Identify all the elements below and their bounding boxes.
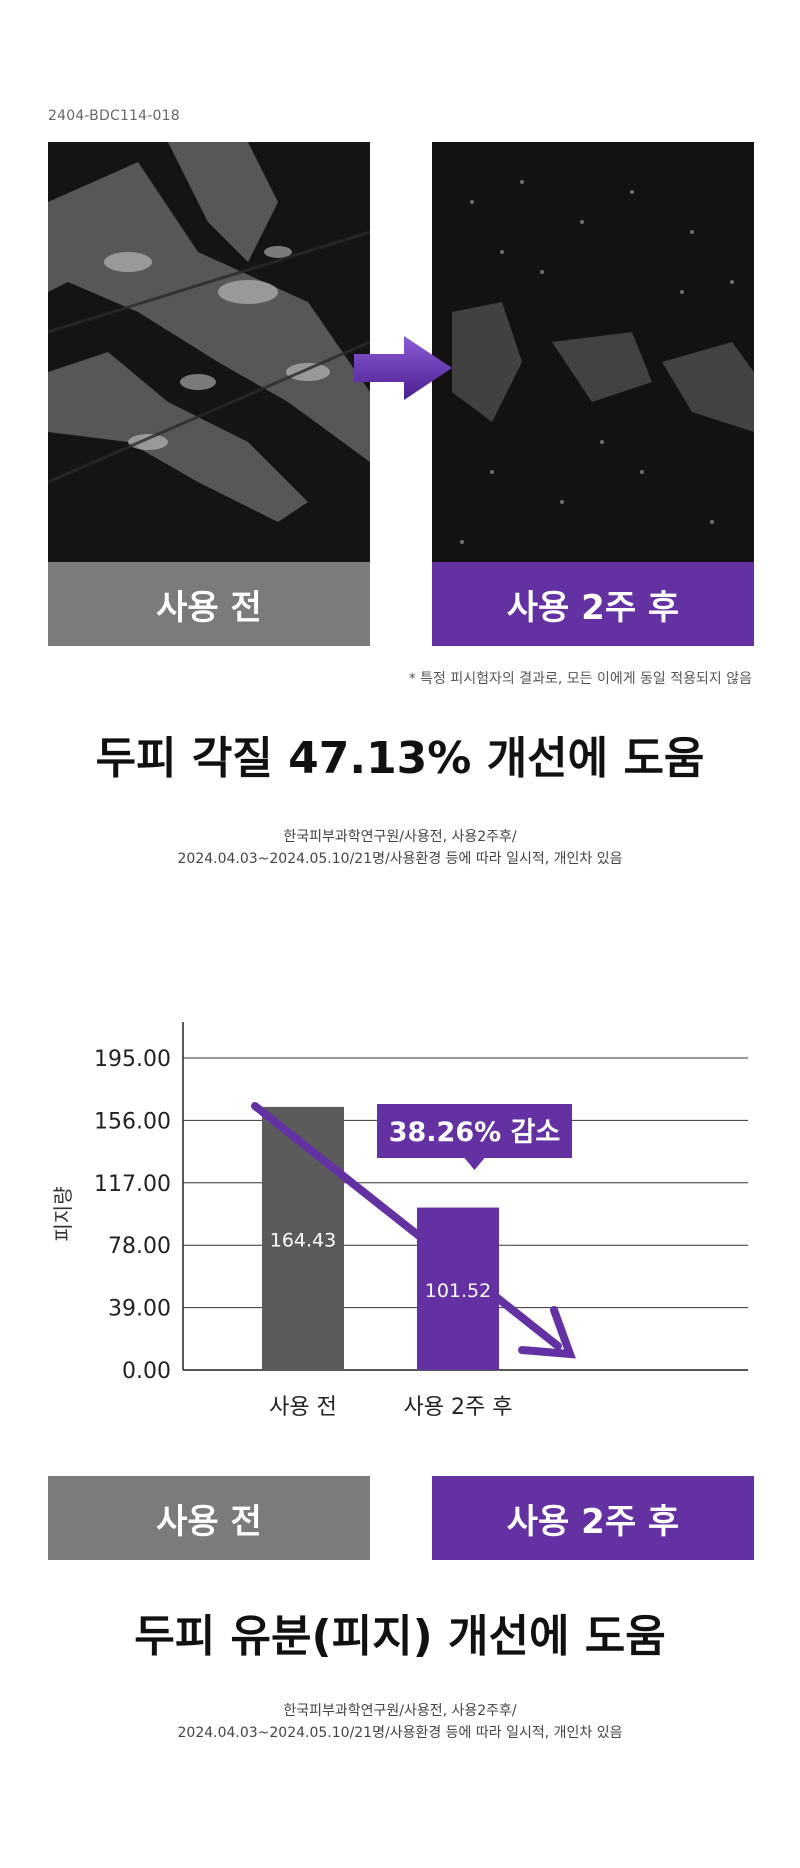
- bar-0: [262, 1106, 344, 1370]
- source-note-1-line2: 2024.04.03~2024.05.10/21명/사용환경 등에 따라 일시적…: [177, 851, 623, 867]
- after-scalp-photo: [432, 142, 754, 562]
- test-code-label: 2404-BDC114-018: [48, 108, 180, 124]
- source-note-2-line2: 2024.04.03~2024.05.10/21명/사용환경 등에 따라 일시적…: [177, 1725, 623, 1741]
- progress-arrow-icon: [348, 330, 464, 410]
- sebum-chart-svg: 0.00 39.00 78.00 117.00 156.00 195.00 피지량 164.4…: [51, 1022, 748, 1420]
- bar-value-label: 101.52: [425, 1280, 491, 1302]
- y-tick-label: 78.00: [108, 1234, 171, 1259]
- trend-arrowhead-icon: [518, 1306, 576, 1359]
- y-tick-label: 195.00: [94, 1047, 171, 1072]
- y-tick-label: 0.00: [122, 1359, 171, 1384]
- x-category-label: 사용 2주 후: [404, 1395, 513, 1420]
- decrease-trend-line: [251, 1102, 562, 1350]
- annotation-callout: [377, 1104, 572, 1170]
- annotation-text: 38.26% 감소: [389, 1117, 561, 1148]
- headline-sebum: 두피 유분(피지) 개선에 도움: [134, 1611, 666, 1662]
- after-caption: 사용 2주 후: [432, 562, 754, 646]
- headline-dandruff: 두피 각질 47.13% 개선에 도움: [95, 733, 705, 784]
- sebum-chart: 0.00 39.00 78.00 117.00 156.00 195.00 피지량 164.4…: [0, 1000, 800, 1424]
- y-tick-label: 156.00: [94, 1109, 171, 1134]
- source-note-1-line1: 한국피부과학연구원/사용전, 사용2주후/: [283, 829, 517, 845]
- before-scalp-photo: [48, 142, 370, 562]
- source-note-1: 한국피부과학연구원/사용전, 사용2주후/ 2024.04.03~2024.05…: [0, 826, 800, 870]
- source-note-2-line1: 한국피부과학연구원/사용전, 사용2주후/: [283, 1703, 517, 1719]
- y-axis-label: 피지량: [51, 1186, 75, 1241]
- before-caption: 사용 전: [48, 562, 370, 646]
- footnote: * 특정 피시험자의 결과로, 모든 이에게 동일 적용되지 않음: [408, 671, 752, 687]
- x-category-label: 사용 전: [269, 1395, 337, 1420]
- bottom-before-label: 사용 전: [48, 1476, 370, 1560]
- y-tick-label: 117.00: [94, 1172, 171, 1197]
- bottom-after-label: 사용 2주 후: [432, 1476, 754, 1560]
- bar-value-label: 164.43: [270, 1229, 336, 1251]
- source-note-2: 한국피부과학연구원/사용전, 사용2주후/ 2024.04.03~2024.05…: [0, 1700, 800, 1744]
- y-tick-label: 39.00: [108, 1297, 171, 1322]
